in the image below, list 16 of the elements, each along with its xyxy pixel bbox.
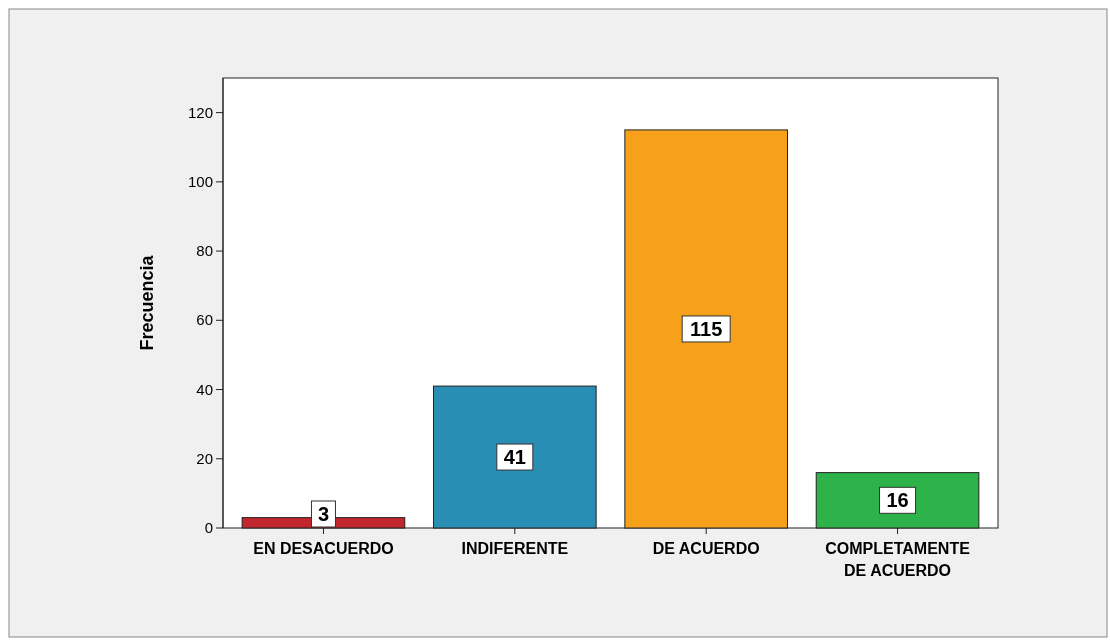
data-label: 41 [503,446,526,469]
data-label: 115 [690,317,723,340]
y-axis-title: Frecuencia [137,254,157,351]
x-tick-label: INDIFERENTE [461,540,569,557]
data-label: 3 [317,503,330,525]
y-tick-label: 100 [187,172,213,190]
y-tick-label: 40 [196,380,213,398]
y-tick-label: 0 [204,519,213,536]
data-label: 16 [886,489,909,512]
x-tick-label: DE ACUERDO [652,540,760,557]
x-tick-label: COMPLETAMENTE DE ACUERDO [825,540,971,579]
y-tick-label: 60 [196,311,213,329]
x-tick-label: EN DESACUERDO [253,540,394,557]
y-tick-label: 20 [196,449,213,467]
y-tick-label: 80 [196,242,213,260]
y-tick-label: 120 [187,103,213,121]
